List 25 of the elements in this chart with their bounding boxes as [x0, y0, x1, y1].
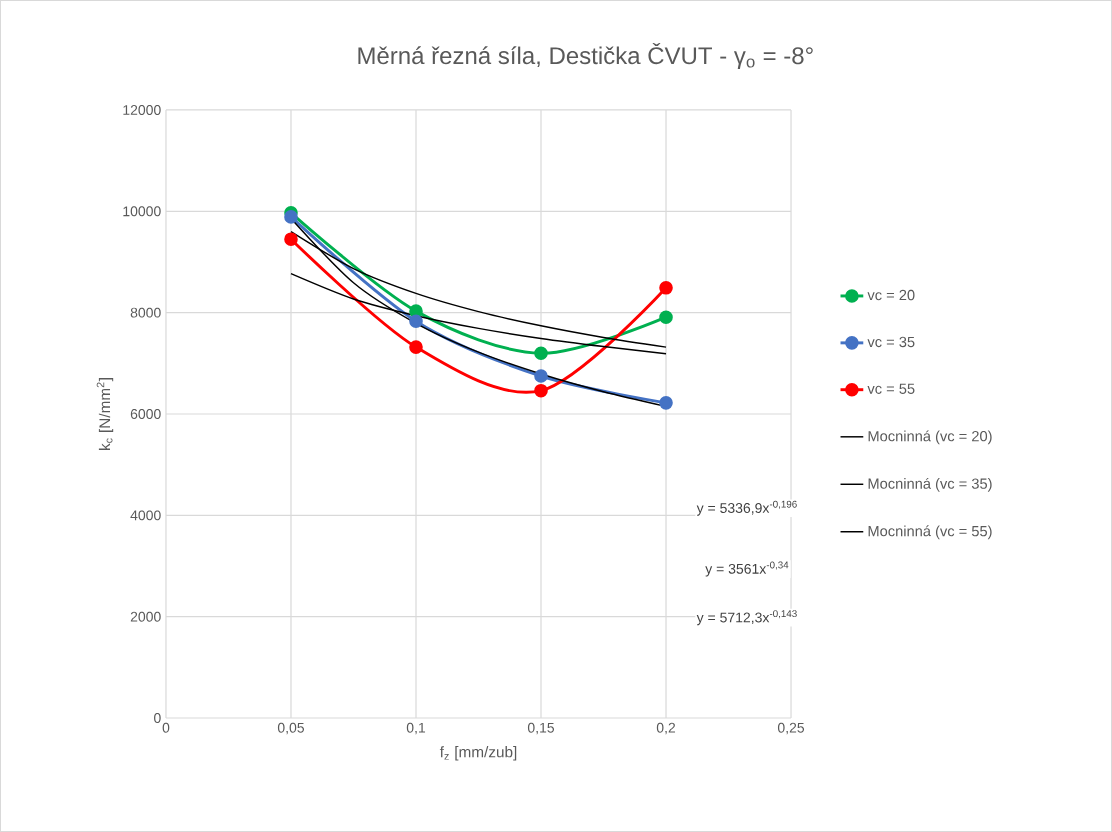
x-axis-title: f$_{z}$ [mm/zub]: [439, 746, 517, 761]
y-tick-label: 4000: [130, 510, 161, 521]
annotation: y = 3561x$^{-0,34}$: [705, 561, 789, 577]
annotation: y = 5712,3x$^{-0,143}$: [696, 610, 797, 626]
legend-label: vc = 55: [867, 383, 915, 394]
x-tick-label: 0,15: [527, 722, 555, 735]
x-tick-label: 0,2: [656, 722, 676, 735]
legend-label: Mocninná (vc = 55): [868, 525, 992, 540]
y-tick-label: 2000: [130, 611, 161, 622]
y-tick-label: 10000: [123, 206, 161, 217]
y-tick-label: 12000: [123, 105, 161, 115]
x-tick-label: 0,25: [777, 722, 805, 735]
legend-label: vc = 20: [867, 289, 915, 301]
x-tick-label: 0: [162, 722, 170, 733]
annotation: y = 5336,9x$^{-0,196}$: [696, 500, 797, 516]
x-tick-label: 0,05: [277, 722, 305, 735]
legend-label: Mocninná (vc = 20): [868, 430, 992, 445]
y-tick-label: 6000: [130, 409, 161, 419]
legend-label: Mocninná (vc = 35): [868, 477, 992, 492]
x-tick-label: 0,1: [406, 722, 426, 735]
y-tick-label: 8000: [130, 307, 161, 318]
legend-label: vc = 35: [867, 336, 915, 348]
y-axis-title: k$_{c}$ [N/mm$^{2}$]: [96, 378, 114, 450]
y-tick-label: 0: [154, 713, 161, 723]
chart-title: Měrná řezná síla, Destička ČVUT - γ$_{o}$ = -8°: [358, 42, 813, 69]
